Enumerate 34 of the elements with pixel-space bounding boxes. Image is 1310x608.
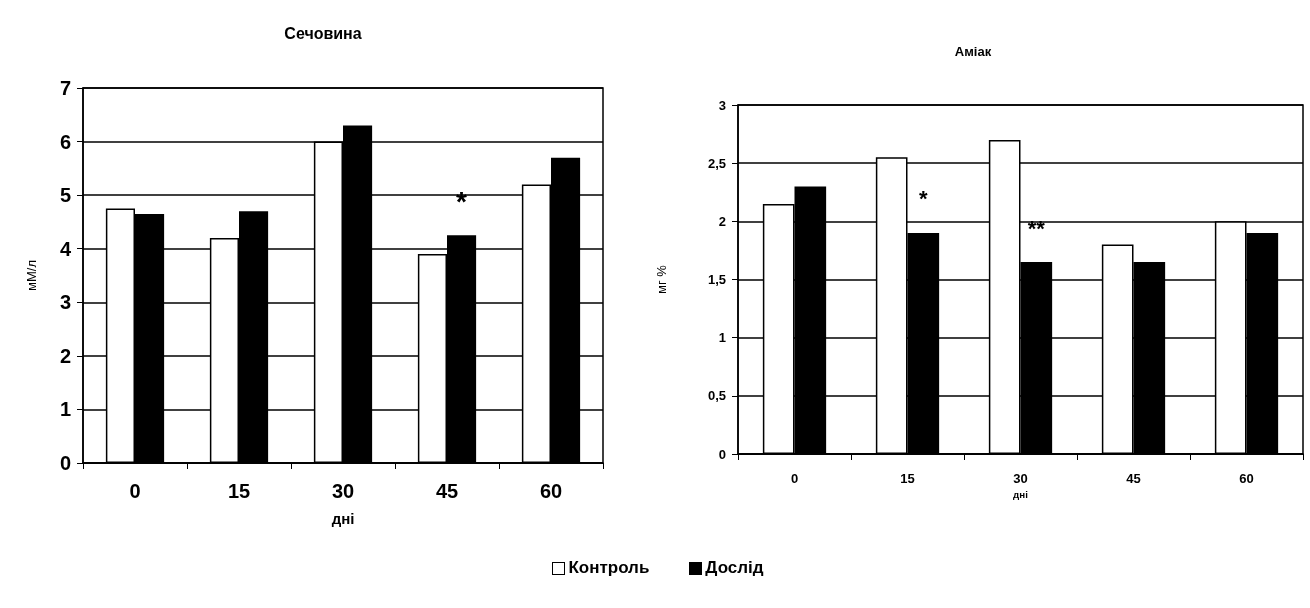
y-tick-label: 0,5 (707, 388, 726, 404)
x-tick-label: 60 (539, 480, 563, 502)
y-tick-label: 4 (59, 237, 72, 260)
x-tick-label: 0 (790, 471, 799, 486)
y-tick-label: 6 (59, 130, 71, 153)
chart-title: Сечовина (284, 24, 362, 42)
y-tick-label: 3 (59, 291, 71, 314)
y-tick-label: 7 (59, 77, 71, 99)
x-tick-label: 30 (331, 480, 355, 502)
y-tick-label: 3 (718, 97, 726, 113)
legend-label: Контроль (568, 558, 650, 578)
y-tick-label: 1 (59, 398, 71, 421)
y-tick-label: 2,5 (707, 155, 726, 171)
x-tick-label: 45 (1126, 471, 1141, 486)
annotation: ** (1027, 215, 1046, 241)
y-axis-title: мг % (654, 264, 669, 294)
x-tick-label: 0 (129, 480, 141, 502)
y-axis-title: мМ/л (24, 260, 39, 291)
x-tick-label: 15 (227, 480, 251, 502)
y-tick-label: 1,5 (707, 272, 726, 287)
chart-title: Аміак (954, 44, 992, 59)
x-axis-title: дні (1013, 489, 1029, 501)
y-tick-label: 2 (59, 344, 71, 367)
legend-label: Дослід (705, 558, 764, 578)
y-tick-label: 0 (718, 446, 726, 462)
y-tick-label: 5 (59, 184, 71, 207)
y-tick-label: 1 (718, 330, 726, 346)
x-tick-label: 30 (1013, 471, 1028, 486)
x-tick-label: 15 (900, 471, 915, 486)
annotation: * (919, 186, 929, 212)
x-axis-title: дні (331, 510, 355, 527)
x-tick-label: 60 (1239, 471, 1254, 486)
y-tick-label: 2 (718, 213, 726, 229)
x-tick-label: 45 (435, 480, 459, 502)
